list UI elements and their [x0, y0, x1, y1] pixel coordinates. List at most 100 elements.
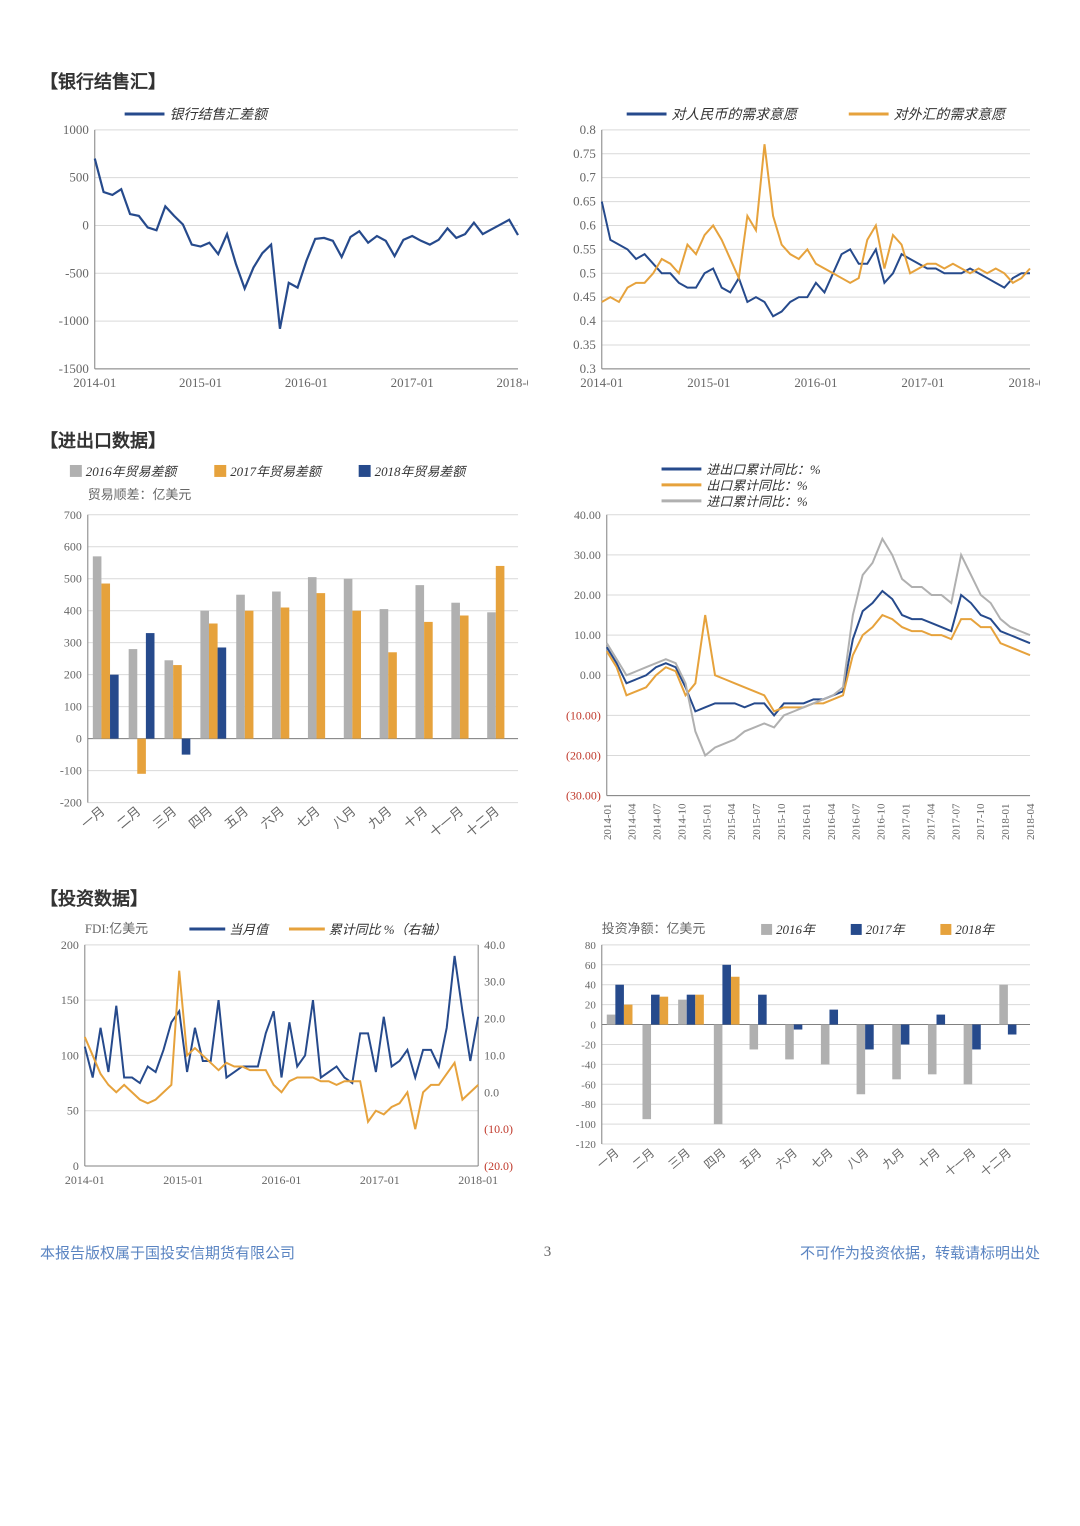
svg-text:20.00: 20.00 — [574, 588, 601, 602]
svg-text:0.65: 0.65 — [573, 194, 596, 209]
svg-text:七月: 七月 — [293, 803, 322, 831]
svg-text:2016-01: 2016-01 — [794, 375, 837, 390]
svg-text:2018年贸易差额: 2018年贸易差额 — [375, 464, 468, 479]
svg-text:对人民币的需求意愿: 对人民币的需求意愿 — [672, 107, 799, 123]
svg-text:2015-07: 2015-07 — [751, 803, 763, 840]
svg-text:2018-01: 2018-01 — [496, 375, 528, 390]
svg-text:十一月: 十一月 — [942, 1146, 978, 1180]
svg-text:2016-01: 2016-01 — [801, 803, 813, 839]
svg-text:十二月: 十二月 — [463, 803, 502, 839]
svg-text:2017-01: 2017-01 — [360, 1173, 400, 1187]
svg-text:0.4: 0.4 — [580, 313, 597, 328]
svg-text:三月: 三月 — [666, 1146, 693, 1172]
svg-text:2014-01: 2014-01 — [580, 375, 623, 390]
svg-text:200: 200 — [61, 938, 79, 952]
svg-text:60: 60 — [585, 960, 596, 972]
section-title-trade: 【进出口数据】 — [40, 427, 1040, 453]
svg-text:100: 100 — [61, 1049, 79, 1063]
footer-page-number: 3 — [544, 1244, 552, 1261]
svg-text:银行结售汇差额: 银行结售汇差额 — [169, 107, 269, 123]
svg-text:0: 0 — [76, 731, 82, 745]
svg-text:对外汇的需求意愿: 对外汇的需求意愿 — [894, 107, 1008, 123]
svg-text:80: 80 — [585, 940, 596, 952]
svg-text:700: 700 — [64, 508, 82, 522]
svg-text:0.0: 0.0 — [484, 1085, 499, 1099]
svg-text:2017-01: 2017-01 — [901, 803, 913, 839]
svg-text:0.45: 0.45 — [573, 289, 596, 304]
svg-text:0.8: 0.8 — [580, 122, 596, 137]
svg-text:150: 150 — [61, 993, 79, 1007]
svg-text:100: 100 — [64, 699, 82, 713]
svg-text:六月: 六月 — [773, 1146, 800, 1172]
svg-text:40: 40 — [585, 980, 596, 992]
svg-text:0.75: 0.75 — [573, 146, 596, 161]
svg-text:0: 0 — [82, 217, 88, 232]
svg-text:十月: 十月 — [915, 1146, 942, 1172]
svg-text:2016-10: 2016-10 — [876, 803, 888, 840]
svg-text:2016-04: 2016-04 — [826, 803, 838, 840]
chart-trade-balance-bars: 2016年贸易差额2017年贸易差额2018年贸易差额贸易顺差：亿美元-200-… — [40, 459, 528, 857]
svg-text:0.55: 0.55 — [573, 241, 596, 256]
chart-demand-willingness: 对人民币的需求意愿对外汇的需求意愿0.30.350.40.450.50.550.… — [552, 100, 1040, 399]
svg-text:0.3: 0.3 — [580, 361, 596, 376]
svg-text:2017年贸易差额: 2017年贸易差额 — [230, 464, 323, 479]
svg-text:2016年贸易差额: 2016年贸易差额 — [86, 464, 179, 479]
svg-text:0.7: 0.7 — [580, 170, 597, 185]
svg-text:2018-01: 2018-01 — [458, 1173, 498, 1187]
svg-text:2015-04: 2015-04 — [726, 803, 738, 840]
svg-text:2014-10: 2014-10 — [676, 803, 688, 840]
svg-text:500: 500 — [69, 170, 88, 185]
svg-text:2016-07: 2016-07 — [851, 803, 863, 840]
svg-text:-1500: -1500 — [59, 361, 89, 376]
footer-copyright: 本报告版权属于国投安信期货有限公司 — [40, 1242, 295, 1263]
svg-text:九月: 九月 — [365, 803, 394, 831]
svg-text:-200: -200 — [60, 795, 82, 809]
svg-text:0.6: 0.6 — [580, 217, 597, 232]
svg-text:FDI:亿美元: FDI:亿美元 — [85, 921, 148, 936]
svg-text:2018年: 2018年 — [955, 922, 996, 937]
svg-text:2015-10: 2015-10 — [776, 803, 788, 840]
svg-text:40.0: 40.0 — [484, 938, 505, 952]
svg-text:十月: 十月 — [401, 803, 430, 831]
chart-trade-yoy-lines: 进出口累计同比：%出口累计同比：%进口累计同比：%(30.00)(20.00)(… — [552, 459, 1040, 857]
svg-text:50: 50 — [67, 1104, 79, 1118]
svg-text:-500: -500 — [65, 265, 89, 280]
svg-text:600: 600 — [64, 540, 82, 554]
svg-text:四月: 四月 — [186, 803, 215, 831]
svg-text:(30.00): (30.00) — [566, 788, 601, 802]
footer-disclaimer: 不可作为投资依据，转载请标明出处 — [800, 1242, 1040, 1263]
svg-text:三月: 三月 — [150, 803, 179, 831]
svg-text:2015-01: 2015-01 — [163, 1173, 203, 1187]
svg-text:2014-07: 2014-07 — [652, 803, 664, 840]
svg-text:-40: -40 — [581, 1059, 596, 1071]
svg-text:1000: 1000 — [63, 122, 89, 137]
svg-text:2014-01: 2014-01 — [602, 803, 614, 839]
svg-text:20.0: 20.0 — [484, 1012, 505, 1026]
svg-text:0.5: 0.5 — [580, 265, 596, 280]
svg-text:2015-01: 2015-01 — [179, 375, 222, 390]
page-footer: 本报告版权属于国投安信期货有限公司 3 不可作为投资依据，转载请标明出处 — [40, 1242, 1040, 1263]
svg-text:2016年: 2016年 — [776, 922, 817, 937]
svg-text:2017-04: 2017-04 — [925, 803, 937, 840]
svg-text:400: 400 — [64, 603, 82, 617]
svg-text:10.00: 10.00 — [574, 628, 601, 642]
svg-text:投资净额：亿美元: 投资净额：亿美元 — [602, 921, 706, 936]
chart-net-investment-bars: 投资净额：亿美元2016年2017年2018年-120-100-80-60-40… — [552, 917, 1040, 1196]
svg-text:八月: 八月 — [844, 1146, 871, 1172]
svg-text:2017-10: 2017-10 — [975, 803, 987, 840]
svg-text:2015-01: 2015-01 — [701, 803, 713, 839]
svg-text:七月: 七月 — [808, 1146, 835, 1172]
svg-text:500: 500 — [64, 571, 82, 585]
svg-text:2017-07: 2017-07 — [950, 803, 962, 840]
chart-bank-fx-diff: 银行结售汇差额-1500-1000-500050010002014-012015… — [40, 100, 528, 399]
svg-text:-1000: -1000 — [59, 313, 89, 328]
svg-text:0.00: 0.00 — [580, 668, 601, 682]
svg-text:五月: 五月 — [222, 803, 251, 831]
svg-text:2018-01: 2018-01 — [1000, 803, 1012, 839]
svg-text:出口累计同比：%: 出口累计同比：% — [706, 478, 808, 493]
svg-text:十二月: 十二月 — [978, 1146, 1014, 1180]
svg-text:一月: 一月 — [594, 1146, 621, 1172]
svg-text:当月值: 当月值 — [229, 922, 270, 937]
svg-text:进出口累计同比：%: 进出口累计同比：% — [706, 462, 821, 477]
svg-text:(10.00): (10.00) — [566, 708, 601, 722]
